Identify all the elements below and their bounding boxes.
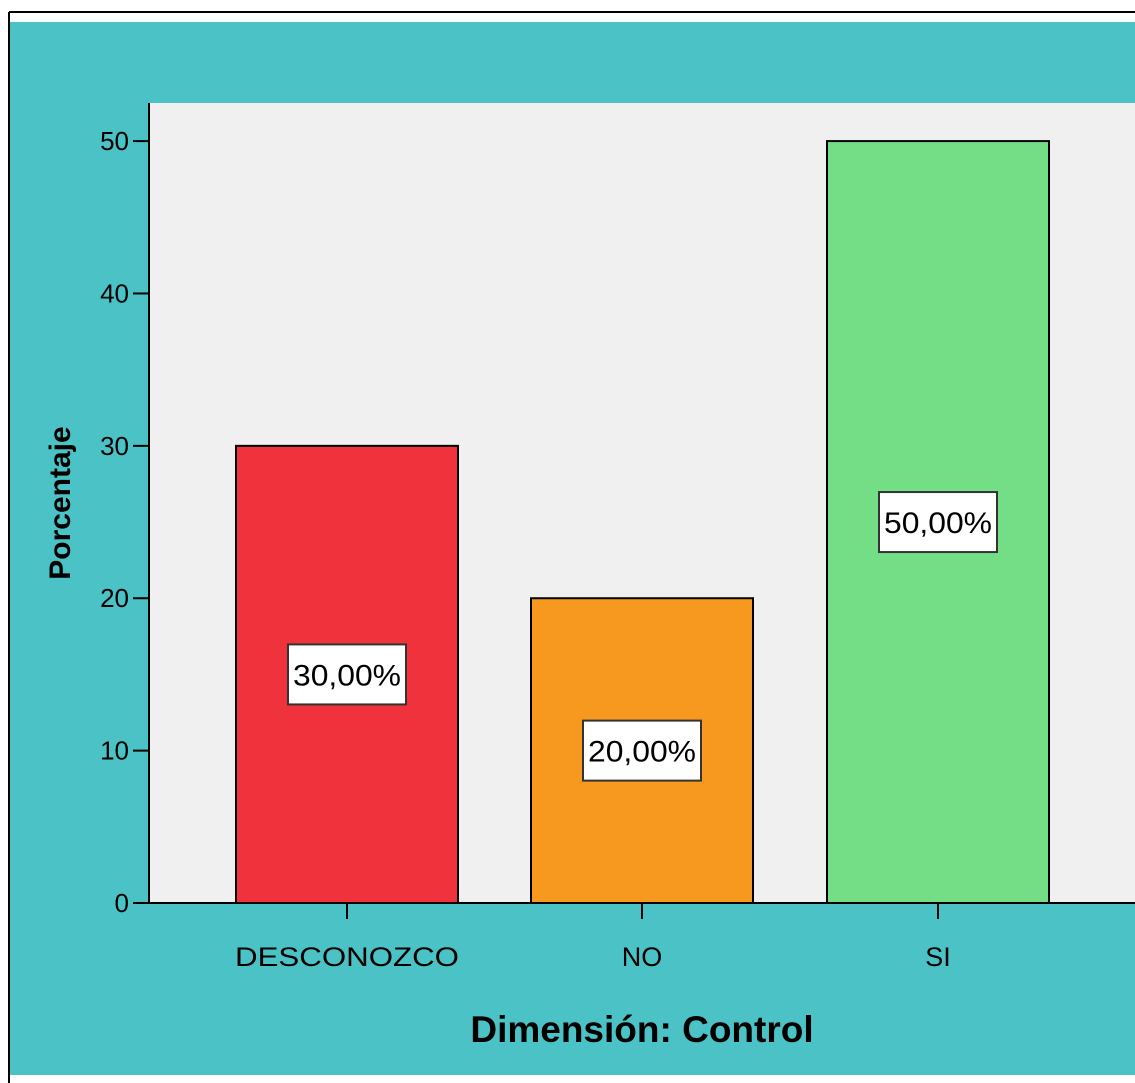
data-label-box-no — [582, 719, 702, 782]
data-label-box-desconozco — [287, 643, 407, 706]
x-axis-title: Dimensión: Control — [470, 1009, 813, 1050]
data-label-no: 20,00% — [588, 736, 696, 769]
data-label-box-si — [878, 491, 998, 554]
x-tick-label-si: SI — [925, 942, 951, 972]
y-tick-label-0: 0 — [115, 888, 129, 918]
y-tick-label-20: 20 — [100, 583, 129, 613]
y-tick-label-50: 50 — [100, 126, 129, 156]
data-label-si: 50,00% — [884, 507, 992, 540]
x-ticks-layer: DESCONOZCO NO SI — [235, 903, 951, 972]
y-axis-title: Porcentaje — [44, 426, 77, 579]
x-tick-label-no: NO — [622, 942, 663, 972]
x-tick-label-desconozco: DESCONOZCO — [235, 942, 459, 972]
data-label-desconozco: 30,00% — [293, 659, 401, 692]
y-tick-label-40: 40 — [100, 278, 129, 308]
y-tick-label-30: 30 — [100, 431, 129, 461]
y-tick-label-10: 10 — [100, 736, 129, 766]
y-ticks-layer: 0 10 20 30 40 50 — [100, 126, 149, 918]
data-labels-layer: 30,00% 20,00% 50,00% — [287, 491, 998, 782]
